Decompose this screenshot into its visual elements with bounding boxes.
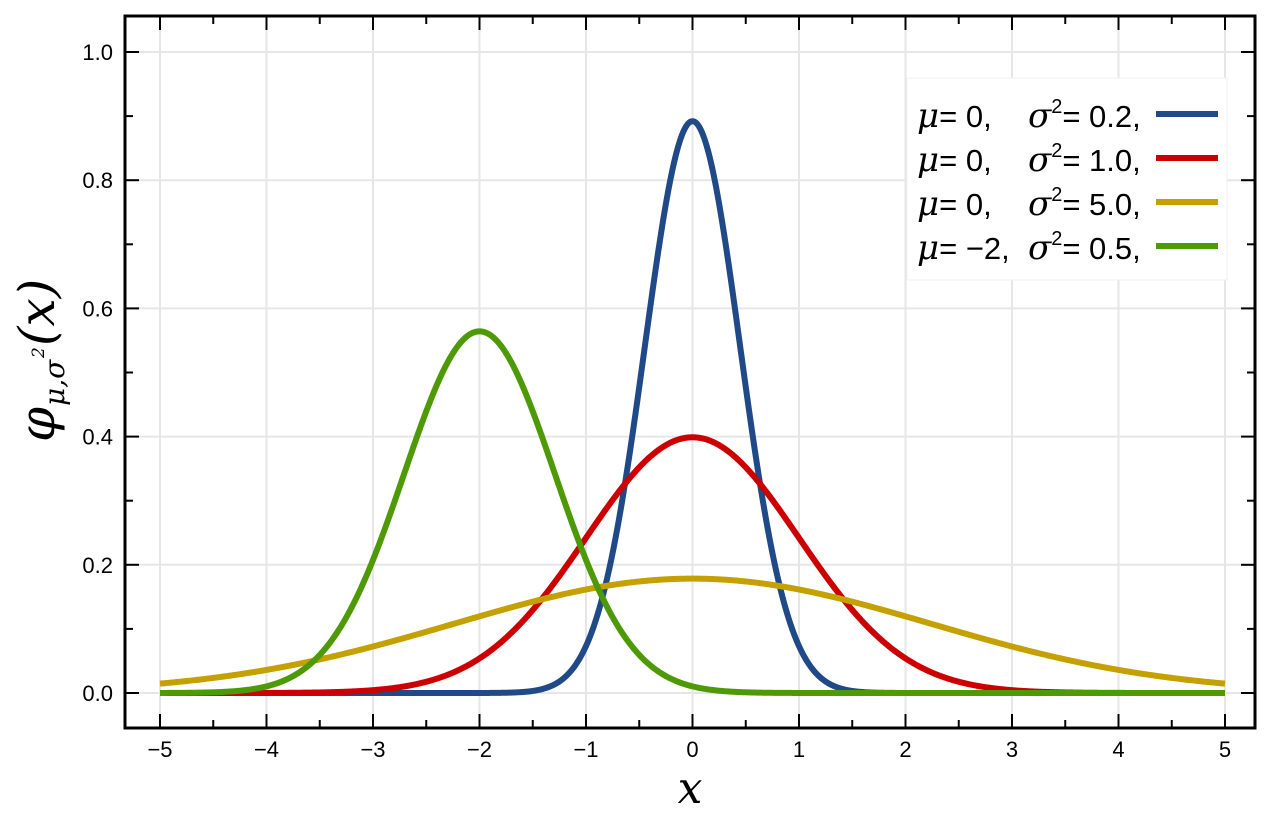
y-axis-label: φ μ,σ 2 (x) — [8, 279, 71, 442]
legend-entry: μ= 0, σ2= 1.0, — [917, 140, 1218, 180]
series-line-2 — [158, 575, 1227, 687]
y-tick-label: 0.4 — [82, 425, 113, 450]
x-tick-label: 0 — [686, 737, 698, 762]
x-tick-label: 4 — [1112, 737, 1124, 762]
y-label-sup: 2 — [29, 347, 49, 359]
legend-entry: μ= 0, σ2= 0.2, — [917, 96, 1218, 136]
x-tick-label: 5 — [1219, 737, 1231, 762]
x-tick-label: −4 — [254, 737, 279, 762]
x-tick-label: 1 — [793, 737, 805, 762]
legend-mu: μ= 0, — [917, 96, 992, 136]
x-tick-label: −1 — [573, 737, 598, 762]
x-tick-label: −2 — [467, 737, 492, 762]
y-tick-label: 0.0 — [82, 681, 113, 706]
series-line-3 — [158, 328, 1227, 696]
tick-labels: −5 −4 −3 −2 −1 0 1 2 3 4 5 0.0 0.2 0.4 0.6 0.8 1.0 — [82, 40, 1231, 762]
x-axis-label: x — [678, 763, 703, 814]
y-tick-label: 1.0 — [82, 40, 113, 65]
x-tick-label: −3 — [360, 737, 385, 762]
y-label-sub: μ,σ — [38, 359, 71, 406]
legend-mu: μ= 0, — [917, 140, 992, 180]
y-tick-label: 0.6 — [82, 296, 113, 321]
legend-entry: μ= −2, σ2= 0.5, — [917, 228, 1218, 268]
legend-sigma: σ2= 1.0, — [1028, 140, 1141, 180]
legend-mu: μ= 0, — [917, 184, 992, 224]
y-tick-label: 0.8 — [82, 168, 113, 193]
y-label-arg: (x) — [8, 279, 66, 346]
legend-sigma: σ2= 5.0, — [1028, 184, 1141, 224]
legend-entry: μ= 0, σ2= 5.0, — [917, 184, 1218, 224]
legend: μ= 0, σ2= 0.2,μ= 0, σ2= 1.0,μ= 0, σ2= 5.0,μ… — [906, 77, 1228, 281]
legend-sigma: σ2= 0.2, — [1028, 96, 1141, 136]
x-tick-label: −5 — [147, 737, 172, 762]
y-label-main: φ — [8, 407, 66, 442]
y-tick-label: 0.2 — [82, 553, 113, 578]
legend-mu: μ= −2, — [917, 228, 1010, 268]
ticks — [125, 16, 1255, 728]
legend-sigma: σ2= 0.5, — [1028, 228, 1141, 268]
curves — [158, 118, 1227, 696]
x-tick-label: 3 — [1006, 737, 1018, 762]
x-tick-label: 2 — [899, 737, 911, 762]
